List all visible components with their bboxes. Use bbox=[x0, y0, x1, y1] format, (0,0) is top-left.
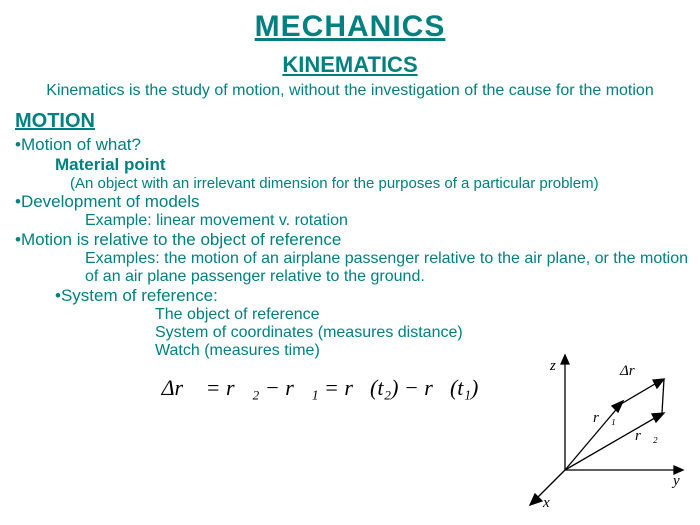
ref-object: The object of reference bbox=[155, 306, 685, 324]
bullet-relative: •Motion is relative to the object of ref… bbox=[15, 230, 685, 250]
coordinate-diagram: z y x Δr⃗ r⃗₁ r⃗₂ bbox=[525, 350, 685, 510]
axis-z-label: z bbox=[549, 358, 556, 374]
models-example: Example: linear movement v. rotation bbox=[85, 212, 685, 230]
bullet-models: •Development of models bbox=[15, 192, 685, 212]
section-heading: MOTION bbox=[15, 110, 685, 133]
main-title: MECHANICS bbox=[15, 10, 685, 44]
ref-coords: System of coordinates (measures distance… bbox=[155, 324, 685, 342]
vec-r1-label: r⃗₁ bbox=[593, 410, 616, 426]
bullet-reference: •System of reference: bbox=[55, 286, 685, 306]
material-point-desc: (An object with an irrelevant dimension … bbox=[70, 175, 685, 192]
vec-dr-label: Δr⃗ bbox=[619, 363, 646, 379]
subtitle: KINEMATICS bbox=[15, 52, 685, 78]
axis-y-label: y bbox=[671, 473, 680, 489]
vec-r2-label: r⃗₂ bbox=[635, 428, 658, 444]
bullet-motion-what: •Motion of what? bbox=[15, 135, 685, 155]
intro-text: Kinematics is the study of motion, witho… bbox=[15, 82, 685, 100]
relative-examples: Examples: the motion of an airplane pass… bbox=[85, 250, 700, 286]
axis-x-label: x bbox=[542, 495, 550, 510]
material-point: Material point bbox=[55, 155, 685, 175]
